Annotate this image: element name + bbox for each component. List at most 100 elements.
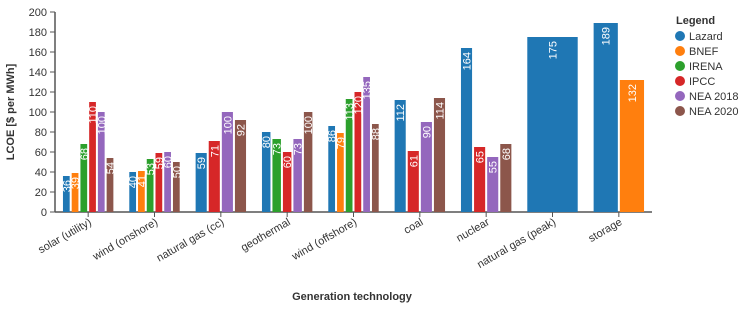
legend-marker [675, 61, 685, 71]
legend-marker [675, 76, 685, 86]
value-label: 175 [548, 41, 560, 59]
bar [272, 139, 281, 212]
value-label: 41 [136, 175, 148, 187]
legend-label: IRENA [689, 61, 723, 73]
y-tick-label: 100 [29, 107, 47, 119]
value-label: 132 [627, 84, 639, 102]
value-label: 60 [282, 156, 294, 168]
bar [460, 48, 473, 212]
bar [337, 133, 344, 212]
x-tick-label: wind (offshore) [289, 216, 359, 263]
bar [80, 144, 88, 212]
value-label: 88 [370, 128, 382, 140]
y-tick-label: 140 [29, 67, 47, 79]
value-label: 68 [79, 148, 91, 160]
bar [164, 152, 171, 212]
value-label: 100 [96, 116, 108, 134]
legend-marker [675, 91, 685, 101]
x-tick-label: natural gas (cc) [155, 216, 227, 264]
value-label: 61 [408, 155, 420, 167]
value-label: 113 [344, 103, 356, 121]
value-label: 86 [327, 130, 339, 142]
bar [129, 172, 137, 212]
value-label: 80 [261, 136, 273, 148]
bar [261, 132, 271, 212]
value-label: 164 [462, 52, 474, 70]
bar [354, 92, 362, 212]
value-label: 71 [209, 145, 221, 157]
value-label: 59 [196, 157, 208, 169]
value-label: 59 [154, 157, 166, 169]
value-label: 65 [475, 151, 487, 163]
x-tick-label: storage [587, 216, 625, 245]
bar [345, 99, 353, 212]
legend-title: Legend [676, 15, 715, 27]
bar [474, 147, 486, 212]
value-label: 60 [163, 156, 175, 168]
value-label: 68 [501, 148, 513, 160]
bar [71, 173, 79, 212]
bar [394, 100, 406, 212]
bar [527, 37, 578, 212]
bar [293, 139, 302, 212]
bar [407, 151, 419, 212]
y-tick-label: 160 [29, 47, 47, 59]
value-label: 110 [88, 106, 100, 124]
y-tick-label: 200 [29, 7, 47, 19]
value-label: 135 [362, 81, 374, 99]
y-tick-label: 40 [35, 167, 47, 179]
y-tick-label: 0 [41, 207, 47, 219]
value-label: 40 [128, 176, 140, 188]
bar [208, 141, 220, 212]
bar [282, 152, 292, 212]
legend-label: NEA 2018 [689, 91, 739, 103]
value-label: 100 [303, 116, 315, 134]
legend-label: NEA 2020 [689, 106, 739, 118]
value-label: 55 [488, 161, 500, 173]
y-tick-label: 20 [35, 187, 47, 199]
y-tick-label: 60 [35, 147, 47, 159]
value-label: 50 [171, 166, 183, 178]
x-axis-label: Generation technology [292, 291, 413, 303]
x-tick-label: nuclear [454, 216, 492, 245]
bar [433, 98, 446, 212]
bar [195, 153, 207, 212]
bar [62, 176, 70, 212]
bar [328, 126, 336, 212]
value-label: 39 [70, 177, 82, 189]
bar [303, 112, 313, 212]
bar [593, 23, 618, 212]
legend-marker [675, 46, 685, 56]
value-label: 73 [272, 143, 284, 155]
bar [146, 159, 154, 212]
x-tick-label: solar (utility) [36, 216, 93, 256]
value-label: 100 [222, 116, 234, 134]
bar [89, 102, 96, 212]
bar [371, 124, 379, 212]
x-tick-label: coal [402, 216, 425, 236]
value-label: 73 [293, 143, 305, 155]
value-label: 112 [395, 104, 407, 122]
bar [97, 112, 105, 212]
value-label: 54 [105, 162, 117, 174]
bar [172, 162, 180, 212]
bar [619, 80, 645, 212]
value-label: 53 [145, 163, 157, 175]
legend-label: BNEF [689, 46, 719, 58]
value-label: 120 [353, 96, 365, 114]
legend-marker [675, 106, 685, 116]
bar [106, 158, 114, 212]
legend-label: Lazard [689, 31, 723, 43]
legend-marker [675, 31, 685, 41]
value-label: 92 [235, 124, 247, 136]
x-tick-label: geothermal [239, 216, 293, 254]
bar [234, 120, 247, 212]
x-tick-label: wind (onshore) [90, 216, 160, 263]
bar [138, 171, 145, 212]
bar [487, 157, 499, 212]
y-tick-label: 80 [35, 127, 47, 139]
y-tick-label: 180 [29, 27, 47, 39]
bar [155, 153, 163, 212]
bar [420, 122, 432, 212]
